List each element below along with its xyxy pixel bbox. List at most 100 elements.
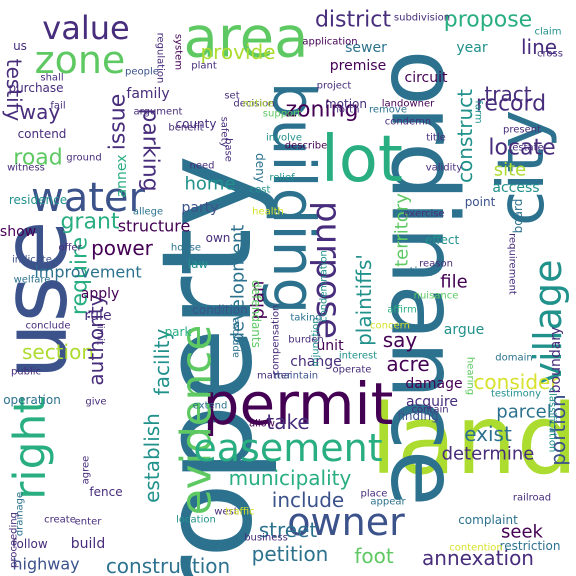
- word-enter: enter: [75, 517, 103, 528]
- word-north: north: [333, 105, 360, 116]
- word-restriction: restriction: [500, 539, 561, 553]
- word-shall: shall: [40, 73, 63, 84]
- word-park: park: [165, 325, 192, 339]
- word-set: set: [224, 91, 239, 102]
- word-annexation: annexation: [422, 546, 534, 570]
- word-apply: apply: [81, 286, 120, 302]
- word-business: business: [244, 533, 288, 544]
- word-classification: classification: [547, 388, 558, 453]
- word-road: road: [13, 146, 62, 171]
- word-take: take: [266, 410, 309, 434]
- word-ground: ground: [66, 153, 101, 164]
- word-facility: facility: [150, 329, 174, 396]
- word-extend: extend: [193, 401, 228, 412]
- word-concern: concern: [370, 321, 410, 332]
- word-finding: finding: [397, 409, 438, 423]
- word-action: action: [396, 265, 433, 279]
- word-file: file: [440, 272, 467, 293]
- word-give: give: [85, 397, 106, 408]
- word-area: area: [184, 6, 309, 71]
- word-domain: domain: [495, 353, 532, 364]
- word-easement: easement: [193, 426, 382, 470]
- word-board: board: [511, 199, 525, 234]
- word-testify: testify: [2, 59, 26, 122]
- word-hearing: hearing: [465, 357, 476, 395]
- word-fence: fence: [89, 485, 122, 499]
- word-contend: contend: [18, 127, 67, 141]
- word-district: district: [315, 8, 391, 33]
- word-development: development: [228, 225, 249, 344]
- word-law: law: [188, 257, 209, 271]
- word-contain: contain: [411, 405, 448, 416]
- word-condemn: condemn: [385, 117, 432, 128]
- word-issue: issue: [106, 94, 131, 151]
- word-complaint: complaint: [458, 513, 518, 527]
- word-structure: structure: [118, 217, 191, 236]
- word-circuit: circuit: [405, 70, 448, 86]
- word-us: us: [13, 39, 27, 53]
- word-owner: owner: [287, 500, 405, 544]
- word-acquire: acquire: [406, 394, 458, 410]
- word-exist: exist: [464, 422, 512, 446]
- word-operate: operate: [333, 365, 372, 376]
- word-provide: provide: [200, 40, 275, 64]
- word-annex: annex: [114, 155, 130, 198]
- word-title: title: [426, 133, 446, 144]
- word-validity: validity: [426, 163, 463, 174]
- word-land: land: [370, 384, 576, 496]
- word-people: people: [125, 67, 159, 78]
- word-building: building: [260, 82, 328, 314]
- word-property: property: [136, 155, 280, 576]
- word-place: place: [361, 489, 388, 500]
- word-operation: operation: [3, 393, 61, 407]
- word-involve: involve: [266, 133, 302, 144]
- word-purchase: purchase: [8, 81, 63, 95]
- word-maintain: maintain: [274, 371, 318, 382]
- word-lot: lot: [321, 123, 403, 197]
- word-show: show: [0, 224, 36, 240]
- word-right: right: [5, 396, 56, 499]
- word-defendants: defendants: [249, 280, 263, 348]
- word-welfare: welfare: [14, 275, 51, 286]
- word-effect: effect: [425, 233, 460, 247]
- word-territory: territory: [392, 193, 413, 267]
- word-way: way: [20, 100, 61, 124]
- word-taking: taking: [290, 313, 321, 324]
- word-cross: cross: [537, 49, 563, 60]
- word-include: include: [272, 488, 344, 512]
- word-west: west: [214, 507, 238, 518]
- word-subdivision: subdivision: [394, 13, 450, 24]
- word-approval: approval: [231, 314, 242, 358]
- word-interest: interest: [339, 351, 377, 362]
- word-use: use: [0, 220, 88, 379]
- word-system: system: [173, 34, 184, 70]
- word-point: point: [465, 195, 496, 209]
- word-affirm: affirm: [387, 305, 416, 316]
- word-line: line: [521, 35, 557, 59]
- word-construct: construct: [453, 89, 477, 183]
- word-follow: follow: [12, 537, 48, 551]
- word-benefit: benefit: [168, 123, 203, 134]
- word-locate: locate: [488, 136, 555, 161]
- word-consider: consider: [473, 370, 559, 394]
- word-foot: foot: [354, 544, 394, 568]
- word-house: house: [171, 243, 201, 254]
- word-testimony: testimony: [491, 389, 541, 400]
- word-seek: seek: [501, 522, 544, 543]
- word-power: power: [91, 236, 154, 260]
- word-parcel: parcel: [496, 402, 551, 423]
- word-permit: permit: [203, 370, 394, 438]
- word-damage: damage: [405, 376, 462, 392]
- word-present: present: [503, 125, 541, 136]
- word-matter: matter: [257, 371, 292, 382]
- word-own: own: [206, 231, 231, 245]
- word-farm: farm: [473, 100, 484, 123]
- word-construction: construction: [106, 554, 230, 576]
- word-zone: zone: [35, 38, 126, 82]
- word-build: build: [71, 536, 105, 552]
- word-plan: plan: [248, 281, 269, 320]
- word-traffic: traffic: [225, 507, 254, 518]
- word-exercise: exercise: [403, 209, 444, 220]
- word-base: base: [223, 138, 234, 162]
- word-require: require: [68, 237, 93, 315]
